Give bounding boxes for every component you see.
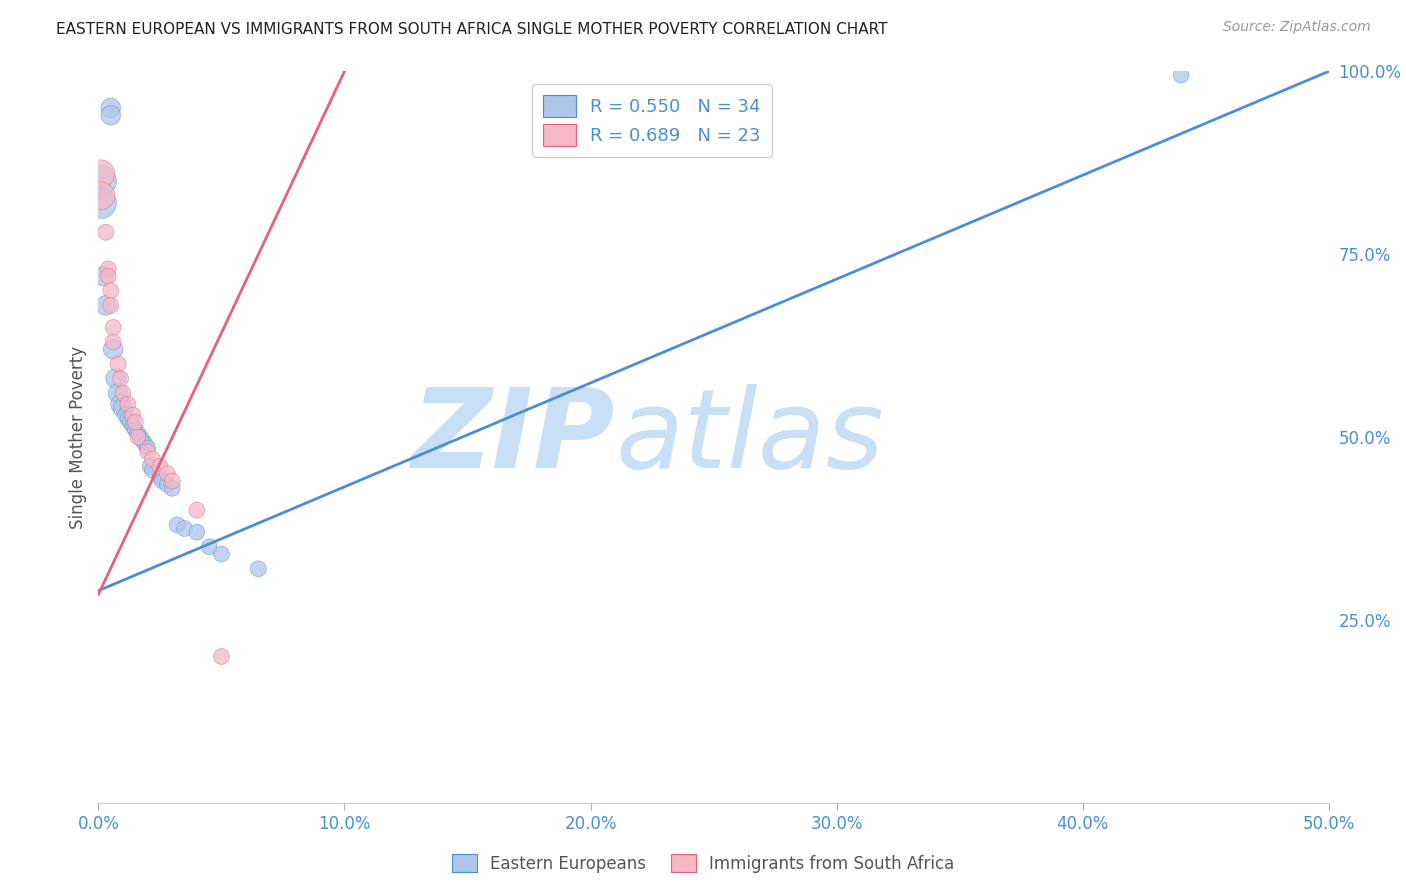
Point [162,474,183,488]
Point [149,459,172,474]
Point [156,477,179,491]
Point [90,188,112,202]
Point [122,419,145,434]
Point [124,423,146,437]
Point [117,412,139,426]
Point [112,386,135,401]
Point [142,463,165,477]
Point [90,167,112,181]
Text: ZIP: ZIP [412,384,616,491]
Point [100,284,122,298]
Point [120,416,142,430]
Point [166,517,188,532]
Point [124,416,146,430]
Point [94,298,117,312]
Point [198,540,221,554]
Point [142,452,165,467]
Point [110,371,132,385]
Point [122,408,145,422]
Text: EASTERN EUROPEAN VS IMMIGRANTS FROM SOUTH AFRICA SINGLE MOTHER POVERTY CORRELATI: EASTERN EUROPEAN VS IMMIGRANTS FROM SOUT… [56,22,887,37]
Point [93,269,115,284]
Point [162,481,183,495]
Point [247,562,270,576]
Point [186,525,208,540]
Point [97,269,120,284]
Point [152,474,174,488]
Point [136,441,159,455]
Point [211,649,233,664]
Point [211,547,233,561]
Y-axis label: Single Mother Poverty: Single Mother Poverty [69,345,87,529]
Point [90,174,112,188]
Point [186,503,208,517]
Point [127,426,149,441]
Point [103,320,125,334]
Point [112,401,135,415]
Point [100,298,122,312]
Point [107,357,129,371]
Legend: Eastern Europeans, Immigrants from South Africa: Eastern Europeans, Immigrants from South… [444,847,962,880]
Text: Source: ZipAtlas.com: Source: ZipAtlas.com [1223,20,1371,34]
Point [139,459,162,474]
Point [110,397,132,411]
Point [156,467,179,481]
Point [127,430,149,444]
Point [100,108,122,122]
Point [103,343,125,357]
Point [1170,68,1192,82]
Point [114,408,136,422]
Point [173,521,195,535]
Legend: R = 0.550   N = 34, R = 0.689   N = 23: R = 0.550 N = 34, R = 0.689 N = 23 [533,84,772,157]
Text: atlas: atlas [616,384,884,491]
Point [136,444,159,458]
Point [117,397,139,411]
Point [104,371,127,385]
Point [90,196,112,211]
Point [97,261,120,276]
Point [129,430,152,444]
Point [132,434,155,448]
Point [100,101,122,115]
Point [103,334,125,349]
Point [94,225,117,239]
Point [149,470,172,484]
Point [107,386,129,401]
Point [134,437,156,451]
